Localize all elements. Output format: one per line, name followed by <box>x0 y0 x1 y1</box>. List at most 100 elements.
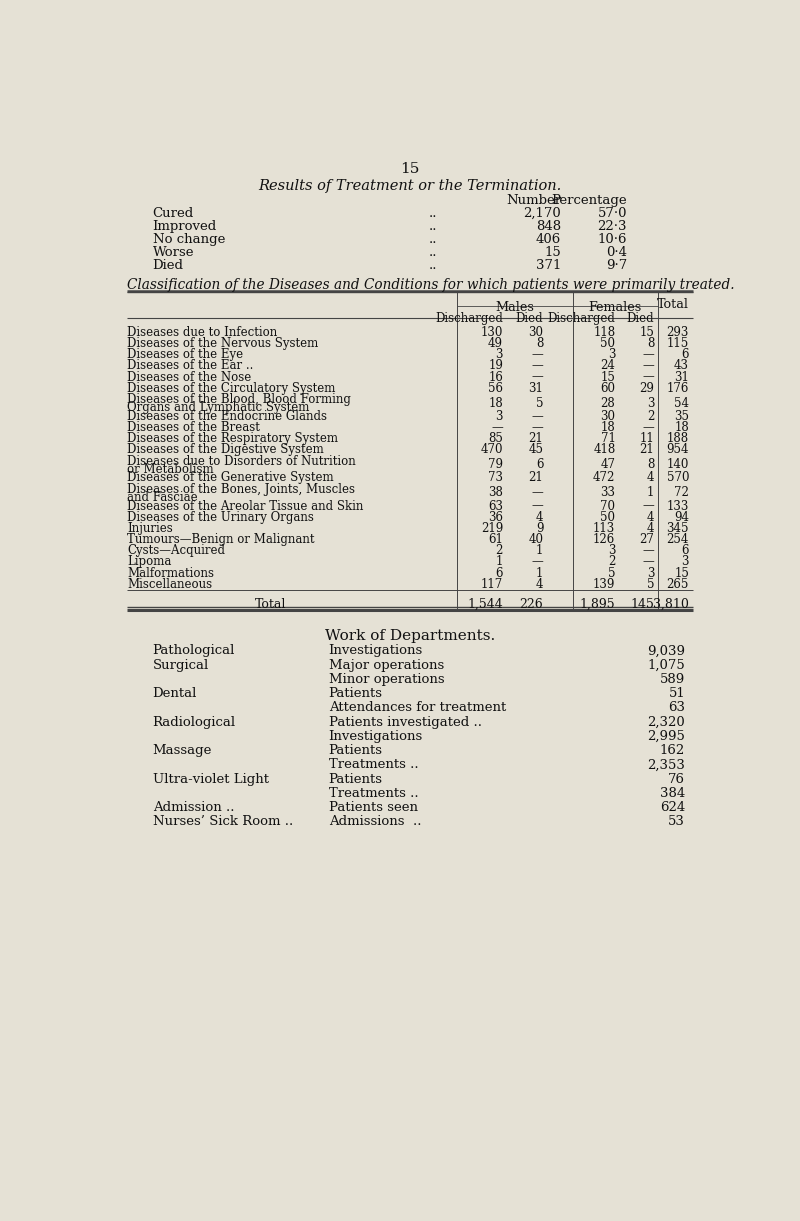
Text: 53: 53 <box>668 816 685 828</box>
Text: Diseases of the Endocrine Glands: Diseases of the Endocrine Glands <box>127 410 327 422</box>
Text: 28: 28 <box>601 397 615 410</box>
Text: Percentage: Percentage <box>551 194 627 208</box>
Text: 30: 30 <box>600 410 615 422</box>
Text: 15: 15 <box>601 371 615 383</box>
Text: 2: 2 <box>496 545 503 557</box>
Text: 188: 188 <box>667 432 689 446</box>
Text: 848: 848 <box>536 220 561 233</box>
Text: Diseases of the Nervous System: Diseases of the Nervous System <box>127 337 318 350</box>
Text: —: — <box>642 421 654 433</box>
Text: Died: Died <box>153 259 184 272</box>
Text: 4: 4 <box>646 510 654 524</box>
Text: Lipoma: Lipoma <box>127 556 171 569</box>
Text: 8: 8 <box>536 337 543 350</box>
Text: 126: 126 <box>593 534 615 546</box>
Text: 406: 406 <box>536 233 561 245</box>
Text: 3: 3 <box>646 567 654 580</box>
Text: 3: 3 <box>495 410 503 422</box>
Text: Diseases of the Nose: Diseases of the Nose <box>127 371 251 383</box>
Text: —: — <box>531 371 543 383</box>
Text: 5: 5 <box>608 567 615 580</box>
Text: Admission ..: Admission .. <box>153 801 234 814</box>
Text: ..: .. <box>429 259 438 272</box>
Text: 19: 19 <box>488 359 503 372</box>
Text: —: — <box>642 499 654 513</box>
Text: 76: 76 <box>668 773 685 785</box>
Text: Improved: Improved <box>153 220 217 233</box>
Text: 145: 145 <box>630 598 654 612</box>
Text: Malformations: Malformations <box>127 567 214 580</box>
Text: No change: No change <box>153 233 225 245</box>
Text: 4: 4 <box>536 578 543 591</box>
Text: 38: 38 <box>488 486 503 499</box>
Text: Admissions  ..: Admissions .. <box>329 816 421 828</box>
Text: 21: 21 <box>529 432 543 446</box>
Text: and Fasciae: and Fasciae <box>127 491 198 504</box>
Text: 954: 954 <box>666 443 689 457</box>
Text: Pathological: Pathological <box>153 645 235 657</box>
Text: 5: 5 <box>536 397 543 410</box>
Text: 1: 1 <box>536 545 543 557</box>
Text: —: — <box>531 410 543 422</box>
Text: 3: 3 <box>682 556 689 569</box>
Text: 18: 18 <box>488 397 503 410</box>
Text: Males: Males <box>495 302 534 314</box>
Text: 345: 345 <box>666 521 689 535</box>
Text: 472: 472 <box>593 471 615 485</box>
Text: —: — <box>531 359 543 372</box>
Text: 47: 47 <box>600 458 615 471</box>
Text: Cysts—Acquired: Cysts—Acquired <box>127 545 225 557</box>
Text: —: — <box>531 499 543 513</box>
Text: 6: 6 <box>495 567 503 580</box>
Text: Diseases of the Respiratory System: Diseases of the Respiratory System <box>127 432 338 446</box>
Text: 2,995: 2,995 <box>647 730 685 742</box>
Text: 2: 2 <box>608 556 615 569</box>
Text: Patients: Patients <box>329 744 382 757</box>
Text: 418: 418 <box>593 443 615 457</box>
Text: 63: 63 <box>668 701 685 714</box>
Text: 61: 61 <box>488 534 503 546</box>
Text: 1: 1 <box>646 486 654 499</box>
Text: Dental: Dental <box>153 687 197 700</box>
Text: 79: 79 <box>488 458 503 471</box>
Text: 1: 1 <box>496 556 503 569</box>
Text: Attendances for treatment: Attendances for treatment <box>329 701 506 714</box>
Text: Diseases of the Urinary Organs: Diseases of the Urinary Organs <box>127 510 314 524</box>
Text: 73: 73 <box>488 471 503 485</box>
Text: 570: 570 <box>666 471 689 485</box>
Text: Treatments ..: Treatments .. <box>329 786 418 800</box>
Text: 16: 16 <box>488 371 503 383</box>
Text: Injuries: Injuries <box>127 521 173 535</box>
Text: ..: .. <box>429 233 438 245</box>
Text: 94: 94 <box>674 510 689 524</box>
Text: 35: 35 <box>674 410 689 422</box>
Text: 371: 371 <box>536 259 561 272</box>
Text: 8: 8 <box>646 337 654 350</box>
Text: —: — <box>642 556 654 569</box>
Text: 21: 21 <box>639 443 654 457</box>
Text: —: — <box>531 486 543 499</box>
Text: —: — <box>531 556 543 569</box>
Text: Results of Treatment or the Termination.: Results of Treatment or the Termination. <box>258 178 562 193</box>
Text: Miscellaneous: Miscellaneous <box>127 578 212 591</box>
Text: 293: 293 <box>666 326 689 339</box>
Text: 624: 624 <box>660 801 685 814</box>
Text: Discharged: Discharged <box>435 313 503 325</box>
Text: 4: 4 <box>646 521 654 535</box>
Text: 226: 226 <box>519 598 543 612</box>
Text: Diseases of the Generative System: Diseases of the Generative System <box>127 471 334 485</box>
Text: Died: Died <box>516 313 543 325</box>
Text: —: — <box>531 421 543 433</box>
Text: Diseases of the Areolar Tissue and Skin: Diseases of the Areolar Tissue and Skin <box>127 499 363 513</box>
Text: Worse: Worse <box>153 245 194 259</box>
Text: 2: 2 <box>646 410 654 422</box>
Text: 130: 130 <box>481 326 503 339</box>
Text: Major operations: Major operations <box>329 658 444 672</box>
Text: 3: 3 <box>495 348 503 361</box>
Text: Diseases of the Breast: Diseases of the Breast <box>127 421 260 433</box>
Text: 15: 15 <box>544 245 561 259</box>
Text: 4: 4 <box>536 510 543 524</box>
Text: Work of Departments.: Work of Departments. <box>325 629 495 643</box>
Text: Diseases due to Infection: Diseases due to Infection <box>127 326 278 339</box>
Text: 8: 8 <box>646 458 654 471</box>
